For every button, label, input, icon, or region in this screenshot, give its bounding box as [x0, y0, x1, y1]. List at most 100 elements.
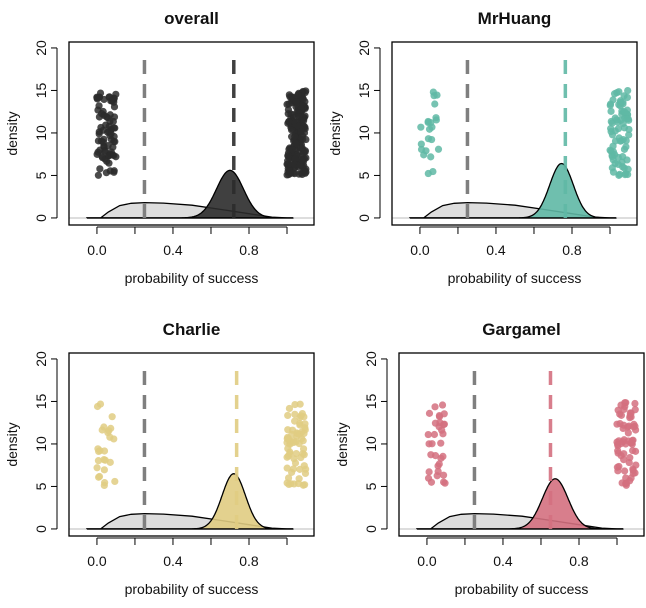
- panel-mrhuang: MrHuang 0 5 10 15 20 density 0.0 0.4 0.8 probabili…: [327, 9, 638, 286]
- success-point: [621, 467, 629, 475]
- failure-point: [110, 137, 118, 146]
- y-tick-label: 5: [33, 482, 49, 490]
- success-point: [607, 124, 615, 133]
- x-axis-label: probability of success: [125, 270, 259, 286]
- failure-point: [101, 456, 109, 464]
- failure-point: [430, 430, 439, 439]
- plot-frame: [68, 352, 315, 537]
- x-tick-label: 0.8: [239, 242, 259, 258]
- y-tick-label: 5: [33, 171, 49, 179]
- failure-point: [110, 151, 118, 160]
- failure-point: [431, 403, 439, 411]
- failure-point: [100, 466, 108, 474]
- failure-point: [427, 451, 435, 459]
- chart-title: MrHuang: [478, 9, 552, 28]
- y-axis-label: density: [327, 111, 343, 155]
- failure-point: [93, 464, 101, 472]
- failure-point: [106, 111, 114, 119]
- failure-point: [96, 165, 104, 173]
- panel-gargamel: Gargamel 0 5 10 15 20 density 0.0 0.4 0.8 probabil…: [334, 320, 645, 597]
- y-tick-label: 15: [356, 82, 372, 98]
- failure-point: [98, 152, 106, 161]
- failure-point: [438, 401, 447, 409]
- success-point: [614, 160, 622, 169]
- success-point: [283, 464, 291, 472]
- y-tick-label: 5: [356, 171, 372, 179]
- success-point: [624, 423, 632, 431]
- failure-point: [108, 413, 116, 421]
- failure-point: [95, 93, 103, 101]
- failure-point: [110, 98, 118, 106]
- success-point: [298, 156, 306, 164]
- success-point: [291, 410, 299, 418]
- failure-point: [434, 145, 443, 153]
- failure-point: [432, 116, 440, 124]
- x-tick-label: 0.8: [569, 553, 589, 569]
- success-point: [290, 438, 298, 447]
- failure-point: [96, 447, 104, 455]
- success-point: [622, 143, 630, 151]
- x-tick-label: 0.0: [410, 242, 430, 258]
- y-tick-label: 10: [33, 436, 49, 452]
- success-point: [292, 139, 300, 148]
- failure-point: [94, 457, 103, 465]
- failure-point: [440, 410, 448, 418]
- failure-point: [417, 123, 425, 131]
- y-tick-label: 20: [363, 351, 379, 367]
- success-point: [285, 145, 293, 153]
- failure-point: [97, 137, 106, 145]
- x-tick-label: 0.0: [417, 553, 437, 569]
- success-point: [614, 467, 622, 475]
- failure-point: [431, 100, 439, 108]
- success-point: [616, 98, 625, 106]
- y-tick-label: 15: [33, 393, 49, 409]
- success-point: [624, 87, 632, 95]
- failure-point: [439, 430, 447, 438]
- success-point: [287, 126, 296, 134]
- success-point: [302, 168, 310, 176]
- failure-point: [98, 426, 106, 434]
- success-point: [295, 113, 303, 121]
- success-point: [614, 124, 623, 133]
- posterior-density: [416, 478, 624, 530]
- success-point: [285, 100, 293, 108]
- x-axis-label: probability of success: [448, 270, 582, 286]
- chart-title: overall: [164, 9, 219, 28]
- failure-point: [107, 424, 115, 432]
- success-point: [300, 429, 308, 438]
- y-axis-label: density: [4, 422, 20, 466]
- x-tick-label: 0.4: [163, 242, 183, 258]
- failure-point: [94, 473, 103, 481]
- success-point: [614, 406, 622, 414]
- success-point: [629, 469, 637, 478]
- failure-point: [435, 460, 443, 468]
- failure-point: [102, 169, 111, 177]
- failure-point: [112, 90, 120, 98]
- failure-point: [98, 109, 106, 118]
- failure-point: [107, 130, 115, 138]
- success-point: [622, 474, 630, 482]
- success-point: [622, 137, 630, 145]
- success-point: [622, 440, 630, 448]
- success-point: [291, 154, 299, 163]
- failure-point: [425, 440, 433, 448]
- prior-density: [416, 512, 624, 530]
- success-point: [301, 420, 309, 428]
- y-tick-label: 10: [363, 436, 379, 452]
- success-point: [622, 479, 631, 487]
- failure-point: [424, 474, 433, 482]
- success-point: [284, 444, 292, 453]
- success-point: [291, 132, 299, 141]
- success-point: [289, 169, 297, 177]
- y-tick-label: 20: [33, 351, 49, 367]
- success-point: [632, 461, 640, 469]
- failure-point: [105, 159, 113, 167]
- failure-point: [110, 124, 118, 132]
- success-point: [300, 462, 308, 470]
- success-point: [284, 110, 292, 118]
- success-point: [607, 107, 615, 115]
- success-point: [624, 115, 632, 123]
- failure-point: [424, 430, 432, 439]
- success-point: [621, 108, 629, 116]
- y-tick-label: 20: [33, 40, 49, 56]
